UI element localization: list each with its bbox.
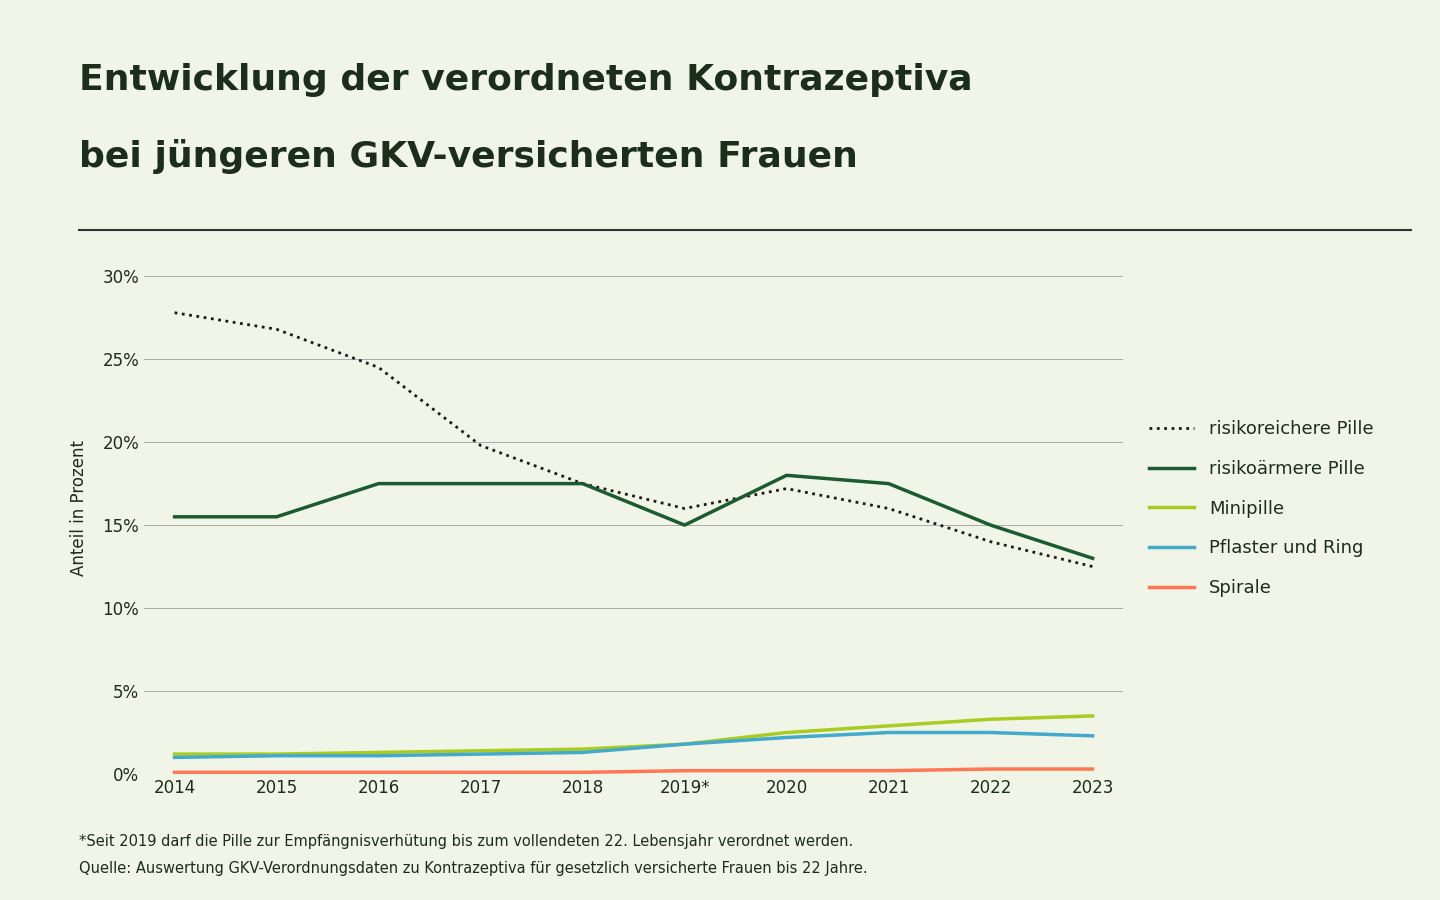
Minipille <box>268 749 285 760</box>
Line: Spirale: Spirale <box>174 769 1093 772</box>
Pflaster und Ring <box>370 751 387 761</box>
Spirale <box>675 765 693 776</box>
Pflaster und Ring <box>880 727 897 738</box>
Spirale <box>370 767 387 778</box>
risikoärmere Pille <box>982 519 999 530</box>
Spirale <box>472 767 490 778</box>
Y-axis label: Anteil in Prozent: Anteil in Prozent <box>71 440 88 577</box>
Text: bei jüngeren GKV-versicherten Frauen: bei jüngeren GKV-versicherten Frauen <box>79 140 858 175</box>
Line: Pflaster und Ring: Pflaster und Ring <box>174 733 1093 758</box>
Pflaster und Ring <box>1084 731 1102 742</box>
risikoreichere Pille <box>268 324 285 335</box>
risikoreichere Pille <box>472 440 490 451</box>
Minipille <box>472 745 490 756</box>
Minipille <box>778 727 795 738</box>
Pflaster und Ring <box>778 732 795 742</box>
risikoärmere Pille <box>675 519 693 530</box>
Spirale <box>778 765 795 776</box>
risikoreichere Pille <box>880 503 897 514</box>
risikoreichere Pille <box>370 362 387 373</box>
Text: Quelle: Auswertung GKV-Verordnungsdaten zu Kontrazeptiva für gesetzlich versiche: Quelle: Auswertung GKV-Verordnungsdaten … <box>79 860 868 876</box>
Spirale <box>1084 763 1102 774</box>
Pflaster und Ring <box>166 752 183 763</box>
risikoärmere Pille <box>1084 553 1102 563</box>
Pflaster und Ring <box>982 727 999 738</box>
Minipille <box>675 739 693 750</box>
Line: risikoärmere Pille: risikoärmere Pille <box>174 475 1093 558</box>
Spirale <box>575 767 592 778</box>
risikoärmere Pille <box>370 478 387 489</box>
Text: Entwicklung der verordneten Kontrazeptiva: Entwicklung der verordneten Kontrazeptiv… <box>79 63 973 97</box>
Legend: risikoreichere Pille, risikoärmere Pille, Minipille, Pflaster und Ring, Spirale: risikoreichere Pille, risikoärmere Pille… <box>1142 413 1381 604</box>
Spirale <box>982 763 999 774</box>
Minipille <box>370 747 387 758</box>
risikoreichere Pille <box>1084 562 1102 572</box>
Minipille <box>575 743 592 754</box>
risikoärmere Pille <box>575 478 592 489</box>
Minipille <box>880 721 897 732</box>
risikoärmere Pille <box>778 470 795 481</box>
Line: Minipille: Minipille <box>174 716 1093 754</box>
risikoärmere Pille <box>268 511 285 522</box>
Pflaster und Ring <box>575 747 592 758</box>
Minipille <box>982 714 999 724</box>
risikoreichere Pille <box>575 478 592 489</box>
Line: risikoreichere Pille: risikoreichere Pille <box>174 312 1093 567</box>
Spirale <box>166 767 183 778</box>
Text: *Seit 2019 darf die Pille zur Empfängnisverhütung bis zum vollendeten 22. Lebens: *Seit 2019 darf die Pille zur Empfängnis… <box>79 833 854 849</box>
Pflaster und Ring <box>675 739 693 750</box>
risikoärmere Pille <box>166 511 183 522</box>
Pflaster und Ring <box>268 751 285 761</box>
risikoreichere Pille <box>982 536 999 547</box>
risikoärmere Pille <box>880 478 897 489</box>
risikoärmere Pille <box>472 478 490 489</box>
risikoreichere Pille <box>778 483 795 494</box>
Minipille <box>1084 710 1102 721</box>
risikoreichere Pille <box>675 503 693 514</box>
Spirale <box>268 767 285 778</box>
risikoreichere Pille <box>166 307 183 318</box>
Pflaster und Ring <box>472 749 490 760</box>
Minipille <box>166 749 183 760</box>
Spirale <box>880 765 897 776</box>
